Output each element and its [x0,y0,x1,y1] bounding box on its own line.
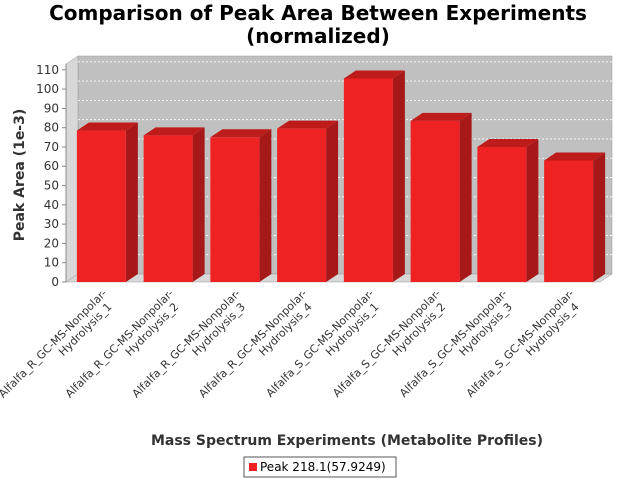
legend-swatch [249,463,257,471]
bar-side [259,129,272,282]
bar-top [277,120,339,129]
y-axis-ticks: 0 10 20 30 40 50 60 70 80 90 100 110 [36,63,67,289]
legend-box [243,456,397,478]
bar [410,112,472,283]
bar-side [192,127,205,283]
bar-side [526,138,539,282]
y-tick-label: 10 [44,256,59,270]
bar-side [593,152,606,282]
bar [277,120,339,282]
bar-front [143,135,193,282]
y-tick-label: 80 [44,121,59,135]
bar-front [343,78,393,282]
bar-front [544,160,594,282]
bar-top [143,127,205,136]
y-tick-label: 100 [36,82,59,96]
y-tick-label: 110 [36,63,59,77]
legend-label: Peak 218.1(57.9249) [260,460,386,474]
bar-side [125,122,138,282]
bar-top [343,70,405,79]
x-axis-tick-labels: Alfalfa_R_GC-MS-Nonpolar-Hydrolysis_1Alf… [0,287,582,410]
y-tick-label: 0 [51,275,59,289]
plot-left-wall [65,55,79,283]
y-tick-label: 60 [44,159,59,173]
chart-title: Comparison of Peak Area Between Experime… [49,1,587,25]
legend: Peak 218.1(57.9249) [243,456,397,478]
bar [143,127,205,283]
bar-top [477,138,539,147]
bars [76,70,606,283]
y-tick-label: 90 [44,101,59,115]
y-tick-label: 20 [44,236,59,250]
bar-front [76,130,126,282]
x-tick-label-line: Alfalfa_R_GC-MS-Nonpolar- [0,287,110,400]
bar-top [210,129,272,138]
bar-front [477,146,527,282]
bar-side [392,70,405,282]
bar-front [210,137,260,282]
bar [76,122,138,282]
bar-top [544,152,606,161]
x-tick-label: Alfalfa_R_GC-MS-Nonpolar-Hydrolysis_1 [0,287,119,410]
y-tick-label: 70 [44,140,59,154]
bar-front [410,120,460,283]
bar-top [76,122,138,131]
bar-top [410,112,472,121]
bar [544,152,606,282]
bar-side [326,120,339,282]
y-tick-label: 30 [44,217,59,231]
y-tick-label: 40 [44,198,59,212]
bar [210,129,272,282]
chart-subtitle: (normalized) [246,24,390,48]
bar-front [277,128,327,282]
y-tick-label: 50 [44,179,59,193]
y-axis-label: Peak Area (1e-3) [12,109,28,242]
bar-side [459,112,472,283]
bar [343,70,405,282]
bar [477,138,539,282]
x-axis-label: Mass Spectrum Experiments (Metabolite Pr… [151,433,543,449]
